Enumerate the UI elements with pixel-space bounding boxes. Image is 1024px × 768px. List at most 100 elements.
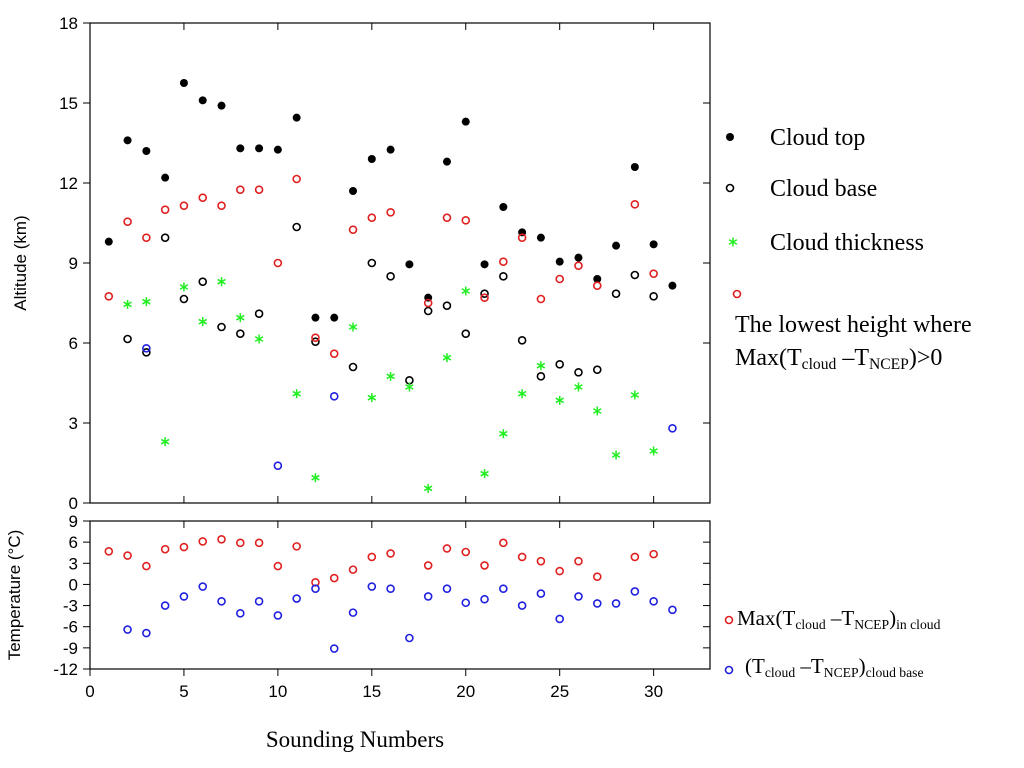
data-point	[442, 584, 452, 593]
data-point	[499, 429, 508, 439]
x-axis-label: Sounding Numbers	[266, 727, 444, 752]
data-point	[292, 542, 301, 551]
data-point	[273, 145, 282, 154]
data-point	[160, 601, 170, 610]
data-point	[480, 561, 489, 570]
data-point	[499, 203, 508, 211]
data-point	[292, 113, 301, 122]
legend-text: –T	[836, 345, 869, 371]
data-point	[292, 174, 301, 184]
legend-text: The lowest height where	[735, 312, 972, 338]
legend-label: Cloud thickness	[770, 230, 924, 256]
data-point	[423, 561, 433, 570]
data-point	[217, 535, 226, 544]
plot-frame	[89, 22, 711, 504]
data-point	[555, 257, 564, 266]
legend-text: –T	[795, 654, 824, 678]
legend-text: Max(T	[737, 606, 795, 630]
y-tick-label: 3	[69, 414, 78, 433]
legend-marker	[725, 183, 735, 193]
legend-text: cloud base	[866, 665, 924, 680]
data-point	[611, 289, 621, 298]
legend-marker	[732, 289, 742, 299]
data-point	[198, 582, 208, 591]
data-point	[254, 538, 264, 548]
plot-frame	[89, 520, 711, 670]
data-point	[348, 362, 358, 372]
y-tick-label: 6	[69, 533, 78, 552]
y-axis-label: Temperature (°C)	[5, 530, 24, 661]
data-point	[442, 301, 452, 310]
data-point	[574, 253, 583, 262]
data-point	[123, 334, 132, 344]
data-point	[330, 313, 339, 322]
data-point	[555, 360, 564, 369]
y-tick-label: -6	[63, 618, 78, 637]
data-point	[198, 193, 208, 202]
data-point	[649, 549, 658, 559]
x-tick-label: 25	[550, 682, 569, 701]
y-tick-label: 12	[59, 174, 78, 193]
data-point	[123, 217, 132, 226]
data-point	[255, 144, 264, 153]
data-point	[179, 542, 189, 552]
data-point	[273, 258, 283, 268]
legend-marker	[726, 133, 734, 141]
data-point	[179, 79, 188, 87]
y-tick-label: 15	[59, 94, 78, 113]
legend-marker	[728, 237, 738, 247]
data-point	[236, 185, 245, 194]
data-point	[461, 117, 470, 126]
y-tick-label: 18	[59, 14, 78, 33]
data-point	[555, 614, 564, 624]
data-point	[630, 270, 640, 280]
data-point	[405, 633, 414, 643]
data-point	[461, 216, 471, 225]
data-point	[198, 537, 208, 546]
data-point	[405, 382, 414, 392]
y-tick-label: 9	[69, 512, 78, 531]
data-point	[517, 601, 527, 610]
data-point	[160, 544, 170, 554]
data-point	[480, 289, 489, 298]
data-point	[480, 594, 489, 604]
data-point	[104, 292, 114, 301]
data-point	[254, 334, 264, 344]
data-point	[311, 473, 320, 483]
data-point	[499, 272, 508, 281]
data-point	[574, 592, 583, 601]
legend-label: Cloud top	[770, 125, 865, 151]
legend-text: in cloud	[896, 617, 941, 632]
legend-text: (T	[745, 654, 765, 678]
data-point	[649, 446, 658, 456]
data-point	[179, 282, 189, 292]
data-point	[236, 313, 245, 323]
data-point	[630, 390, 640, 400]
data-point	[142, 344, 151, 353]
data-point	[367, 258, 377, 268]
data-point	[649, 269, 658, 278]
data-point	[386, 371, 395, 381]
data-point	[461, 286, 471, 296]
data-point	[423, 298, 433, 308]
data-point	[536, 589, 546, 598]
x-tick-label: 20	[456, 682, 475, 701]
data-point	[236, 609, 245, 618]
y-tick-label: 0	[69, 494, 78, 513]
data-point	[160, 437, 170, 447]
data-point	[536, 372, 546, 381]
data-point	[198, 277, 208, 286]
data-point	[329, 349, 339, 358]
data-point	[405, 260, 414, 269]
data-point	[574, 368, 583, 377]
data-point	[592, 365, 602, 374]
legend-marker	[724, 665, 734, 675]
legend-label: (Tcloud –TNCEP)cloud base	[745, 654, 924, 680]
data-point	[423, 306, 433, 316]
data-point	[592, 406, 602, 416]
data-point	[254, 309, 264, 318]
legend-text: Max(T	[735, 345, 802, 371]
y-tick-label: 3	[69, 554, 78, 573]
data-point	[367, 582, 377, 591]
